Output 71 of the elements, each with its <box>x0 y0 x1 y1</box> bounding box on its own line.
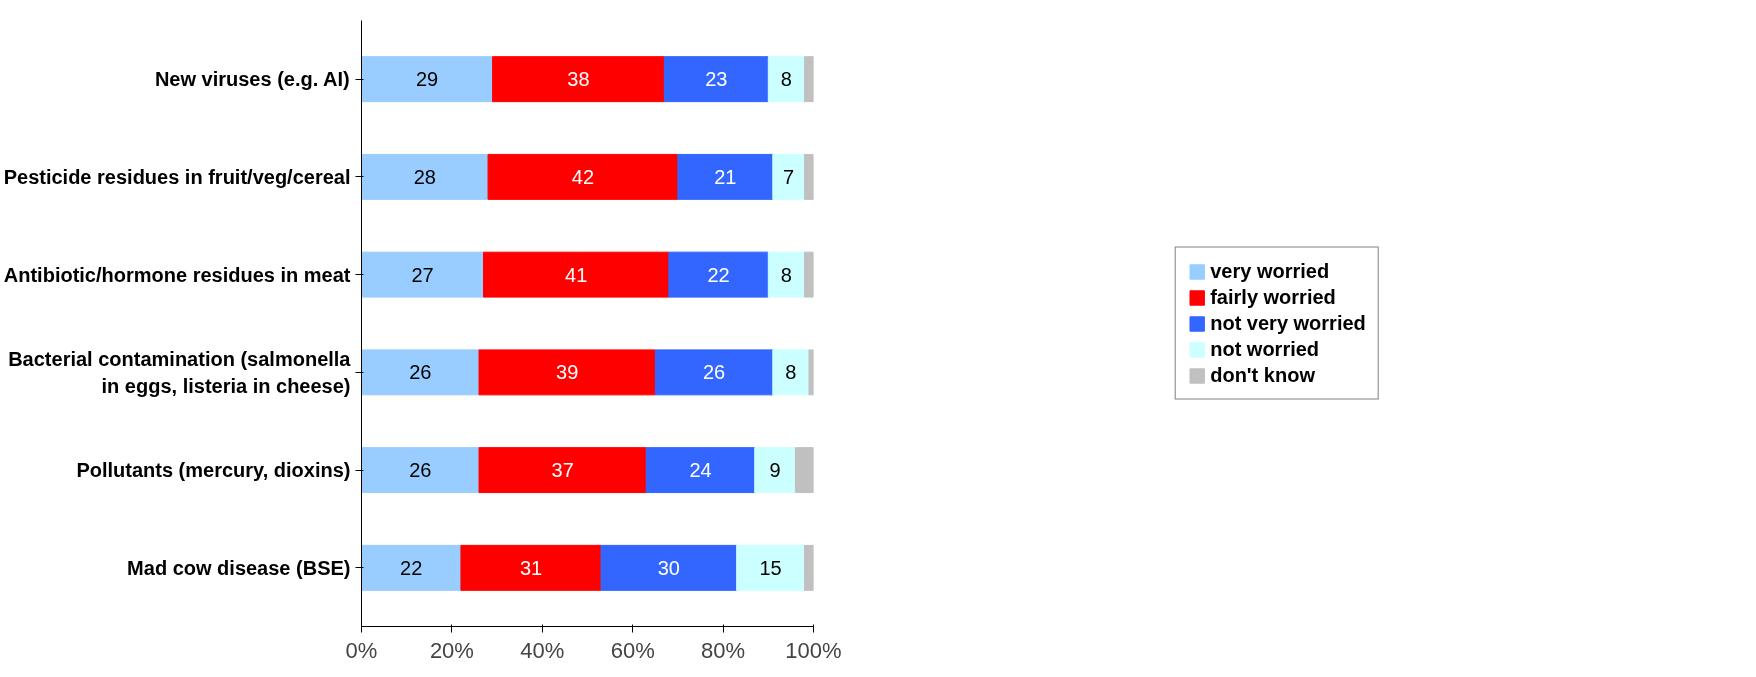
bar <box>803 56 814 103</box>
legend-label: fairly worried <box>1210 285 1336 309</box>
bar <box>767 56 805 103</box>
bar <box>803 251 814 298</box>
data-label: 23 <box>705 68 728 91</box>
bar <box>361 153 489 200</box>
data-label: 8 <box>785 361 797 384</box>
bar <box>492 56 665 103</box>
x-tick-label: 60% <box>610 637 655 663</box>
bar <box>677 153 774 200</box>
y-tick-label: Antibiotic/hormone residues in meat <box>3 263 351 286</box>
data-label: 21 <box>714 165 737 188</box>
data-label: 27 <box>411 263 434 286</box>
data-label: 8 <box>780 68 792 91</box>
bar <box>361 544 462 591</box>
bar <box>483 251 670 298</box>
data-label: 26 <box>702 361 726 384</box>
data-label: 30 <box>657 556 680 579</box>
bar <box>772 153 805 200</box>
y-tick-label: Pesticide residues in fruit/veg/cereal <box>3 165 351 188</box>
data-label: 9 <box>769 459 781 482</box>
bar <box>361 349 480 396</box>
data-label: 39 <box>556 361 579 384</box>
data-label: 22 <box>707 263 730 286</box>
data-label: 37 <box>551 459 574 482</box>
data-label: 8 <box>780 263 792 286</box>
bar <box>361 447 480 494</box>
data-label: 24 <box>689 459 712 482</box>
data-label: 29 <box>415 68 439 91</box>
bar <box>808 349 814 396</box>
legend-label: not worried <box>1210 337 1320 361</box>
legend-label: don't know <box>1210 363 1315 387</box>
data-label: 28 <box>413 165 436 188</box>
data-label: 26 <box>409 459 432 482</box>
y-tick-label: New viruses (e.g. AI) <box>154 68 350 91</box>
bar <box>478 349 656 396</box>
bar <box>654 349 774 396</box>
bar <box>460 544 602 591</box>
data-label: 26 <box>409 361 432 384</box>
y-tick-label: Bacterial contamination (salmonella in eggs, listeria in cheese) <box>8 348 352 397</box>
bar <box>600 544 738 591</box>
bar <box>663 56 769 103</box>
legend-label: not very worried <box>1210 311 1366 335</box>
bar <box>645 447 756 494</box>
data-label: 42 <box>571 165 595 188</box>
y-tick-label: Pollutants (mercury, dioxins) <box>76 459 351 482</box>
bar <box>361 56 494 103</box>
data-label: 15 <box>759 556 782 579</box>
x-tick-label: 0% <box>345 637 378 663</box>
bar <box>361 251 485 298</box>
bar <box>478 447 647 494</box>
bar <box>767 251 805 298</box>
bar <box>794 447 814 494</box>
data-label: 7 <box>783 165 795 188</box>
bar <box>803 153 814 200</box>
data-label: 38 <box>567 68 590 91</box>
bar <box>772 349 810 396</box>
data-label: 31 <box>519 556 543 579</box>
data-label: 41 <box>565 263 588 286</box>
bar <box>736 544 805 591</box>
bar <box>668 251 769 298</box>
x-tick-label: 40% <box>520 637 565 663</box>
x-tick-label: 100% <box>785 637 842 663</box>
bar <box>803 544 814 591</box>
bar <box>754 447 796 494</box>
x-tick-label: 20% <box>429 637 474 663</box>
data-label: 22 <box>400 556 423 579</box>
y-tick-label: Mad cow disease (BSE) <box>127 556 351 579</box>
legend-label: very worried <box>1210 259 1330 283</box>
bar <box>487 153 679 200</box>
x-tick-label: 80% <box>701 637 746 663</box>
